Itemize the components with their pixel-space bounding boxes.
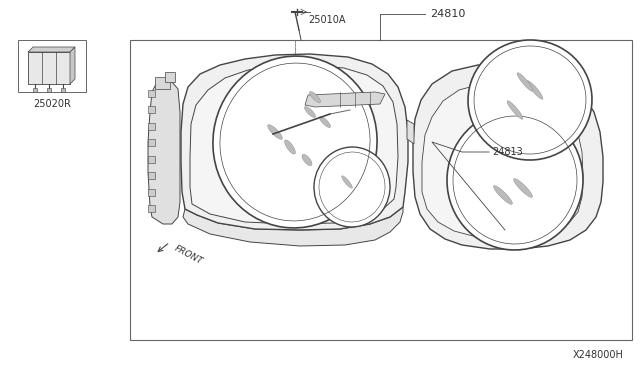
Polygon shape <box>268 125 282 140</box>
Polygon shape <box>148 90 155 97</box>
Polygon shape <box>183 207 403 246</box>
Polygon shape <box>148 139 155 146</box>
Polygon shape <box>148 106 155 113</box>
Bar <box>130 40 632 340</box>
Polygon shape <box>47 88 51 92</box>
Polygon shape <box>190 65 398 224</box>
Polygon shape <box>148 205 155 212</box>
Text: FRONT: FRONT <box>173 244 204 266</box>
Polygon shape <box>319 116 330 128</box>
Text: 24810: 24810 <box>430 9 465 19</box>
Polygon shape <box>493 186 513 205</box>
Polygon shape <box>285 140 296 154</box>
Polygon shape <box>422 83 583 239</box>
Text: X248000H: X248000H <box>573 350 624 360</box>
Text: 25020R: 25020R <box>33 99 71 109</box>
Polygon shape <box>514 179 532 198</box>
Polygon shape <box>517 73 533 92</box>
Polygon shape <box>28 47 75 52</box>
Polygon shape <box>305 106 316 118</box>
Polygon shape <box>507 101 523 119</box>
Polygon shape <box>18 40 86 92</box>
Polygon shape <box>148 189 155 196</box>
Text: 24813: 24813 <box>492 147 523 157</box>
Polygon shape <box>407 120 414 144</box>
Polygon shape <box>155 77 170 89</box>
Polygon shape <box>527 81 543 99</box>
Polygon shape <box>28 52 70 84</box>
Polygon shape <box>305 92 385 107</box>
Polygon shape <box>302 154 312 166</box>
Polygon shape <box>148 123 155 130</box>
Polygon shape <box>148 172 155 179</box>
Ellipse shape <box>314 147 390 227</box>
Polygon shape <box>342 176 353 188</box>
Polygon shape <box>148 79 180 224</box>
Polygon shape <box>148 156 155 163</box>
Ellipse shape <box>447 110 583 250</box>
Text: 25010A: 25010A <box>308 15 346 25</box>
Polygon shape <box>165 72 175 82</box>
Polygon shape <box>61 88 65 92</box>
Polygon shape <box>70 47 75 84</box>
Polygon shape <box>309 92 321 103</box>
Polygon shape <box>33 88 37 92</box>
Ellipse shape <box>468 40 592 160</box>
Polygon shape <box>181 54 408 230</box>
Ellipse shape <box>213 56 377 228</box>
Polygon shape <box>413 65 603 249</box>
